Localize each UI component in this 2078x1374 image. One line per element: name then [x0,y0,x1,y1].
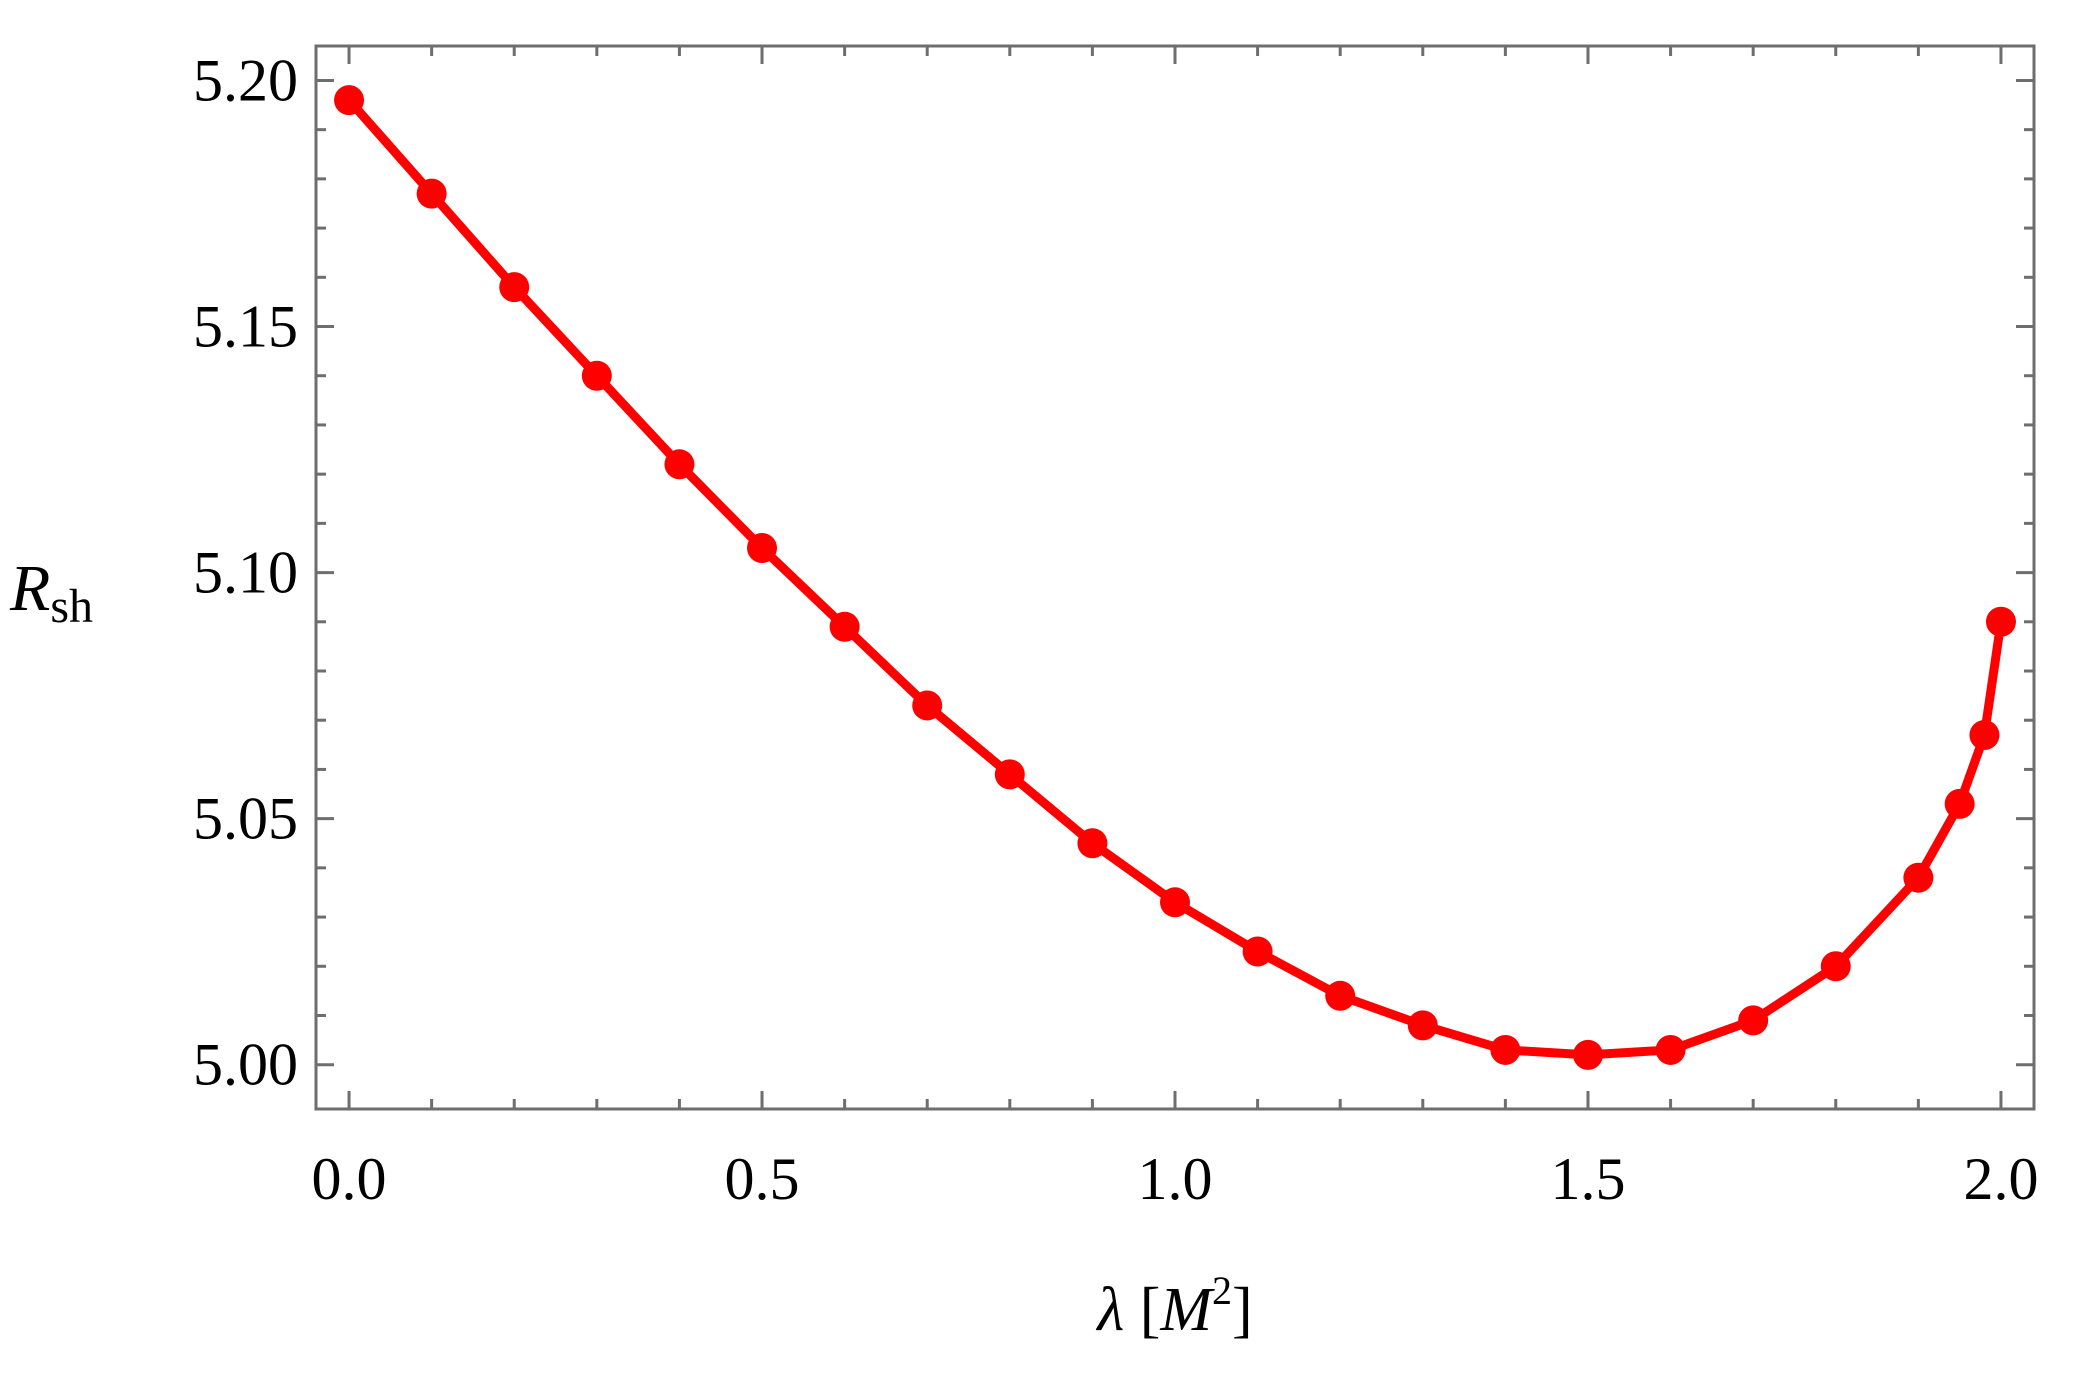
y-tick-label: 5.20 [193,47,298,113]
x-axis-title: λ [M2] [1095,1268,1252,1344]
data-point [1655,1034,1686,1065]
data-point [1160,887,1190,918]
x-axis-title-var: M [1159,1276,1215,1344]
data-point [1242,936,1273,967]
series [334,85,2016,1070]
data-point [664,449,695,480]
y-tick-label: 5.05 [193,786,298,852]
data-point [581,360,612,391]
y-axis-title: Rsh [9,552,93,633]
x-axis-title-sup: 2 [1212,1268,1232,1313]
x-axis-title-symbol: λ [1095,1276,1124,1344]
data-point [1738,1005,1769,1036]
data-point [747,532,778,563]
data-point [416,178,447,209]
x-tick-label: 1.5 [1550,1146,1625,1212]
x-tick-label: 0.5 [725,1146,800,1212]
data-point [1407,1010,1438,1041]
data-point [1820,951,1851,982]
x-axis-title-close: ] [1232,1276,1253,1344]
x-axis-title-open: [ [1124,1276,1160,1344]
y-tick-label: 5.15 [193,294,298,360]
data-point [1572,1039,1603,1070]
data-point [1325,980,1356,1011]
y-axis-title-var: R [9,552,50,625]
ticks [316,46,2034,1109]
data-point [1903,862,1934,893]
data-point [829,611,860,642]
y-tick-label: 5.00 [193,1032,298,1098]
data-point [1969,719,2000,750]
tick-labels: 0.0 0.5 1.0 1.5 2.0 5.00 5.05 5.10 5.15 5.20 [193,47,2038,1212]
data-point [994,759,1025,790]
data-point [334,85,365,116]
data-point [1985,606,2016,637]
x-tick-label: 2.0 [1963,1146,2038,1212]
data-point [1490,1034,1521,1065]
data-point [1944,788,1975,819]
data-point [912,690,943,721]
data-point [499,272,530,303]
x-tick-label: 1.0 [1138,1146,1213,1212]
x-tick-label: 0.0 [312,1146,387,1212]
y-tick-label: 5.10 [193,540,298,606]
y-axis-title-sub: sh [50,580,93,633]
data-point [1077,828,1108,859]
plot-frame [314,44,2036,1111]
